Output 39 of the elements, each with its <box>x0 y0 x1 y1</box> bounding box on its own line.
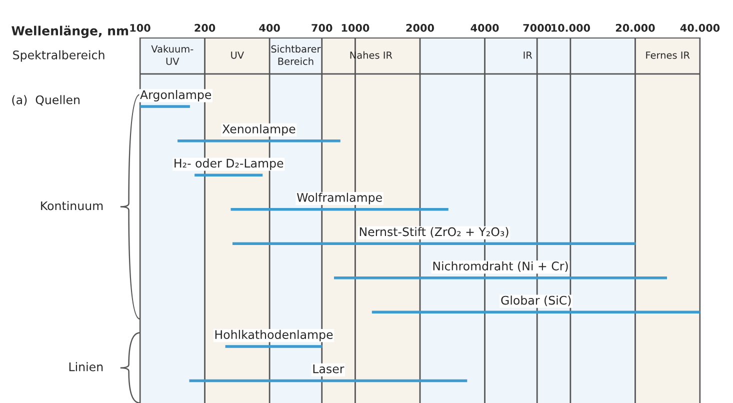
text: Linien <box>69 362 103 372</box>
y-tick-label: Nichromdraht (Ni + Cr) <box>433 261 568 272</box>
x-tick-label: 1000 <box>342 24 370 32</box>
x-tick-label: 100 <box>130 24 150 32</box>
bar <box>140 105 190 108</box>
band-label: UV <box>231 52 244 59</box>
y-tick-label: Globar (SiC) <box>501 296 571 306</box>
x-tick-label: 2000 <box>406 24 434 32</box>
text: Kontinuum <box>41 201 103 210</box>
text: Spektralbereich <box>13 50 104 62</box>
x-tick-label: 40.000 <box>680 24 720 32</box>
y-tick-label: Xenonlampe <box>222 124 296 136</box>
band-label: Fernes IR <box>646 52 690 59</box>
x-tick-label: 400 <box>259 24 280 32</box>
x-axis-title: Wellenlänge, nm <box>12 26 128 38</box>
y-tick-label: Laser <box>313 364 344 374</box>
band-label: Sichtbarer Bereich <box>271 45 321 65</box>
text: (a) Quellen <box>12 95 80 106</box>
x-tick-label: 20.000 <box>616 24 655 32</box>
bar <box>230 208 448 211</box>
band-label: IR <box>524 52 532 59</box>
y-tick-label: Argonlampe <box>140 90 212 102</box>
bar <box>334 276 668 280</box>
x-tick-label: 10.000 <box>552 24 590 32</box>
x-tick-label: 200 <box>194 24 216 32</box>
y-tick-label: Nernst-Stift (ZrO₂ + Y₂O₃) <box>360 227 508 238</box>
bar <box>189 379 468 382</box>
bar <box>372 310 700 314</box>
y-tick-label: H₂- oder D₂-Lampe <box>174 158 284 170</box>
band-label: Vakuum- UV <box>151 45 194 65</box>
y-tick-label: Wolframlampe <box>296 192 382 204</box>
bar <box>178 139 340 142</box>
x-tick-label: 700 <box>312 24 332 32</box>
x-tick-label: 4000 <box>470 24 499 32</box>
x-tick-label: 7000 <box>523 24 552 32</box>
bar <box>232 242 636 246</box>
y-tick-label: Hohlkathodenlampe <box>215 330 333 342</box>
bar <box>194 174 263 176</box>
bar <box>225 345 322 348</box>
